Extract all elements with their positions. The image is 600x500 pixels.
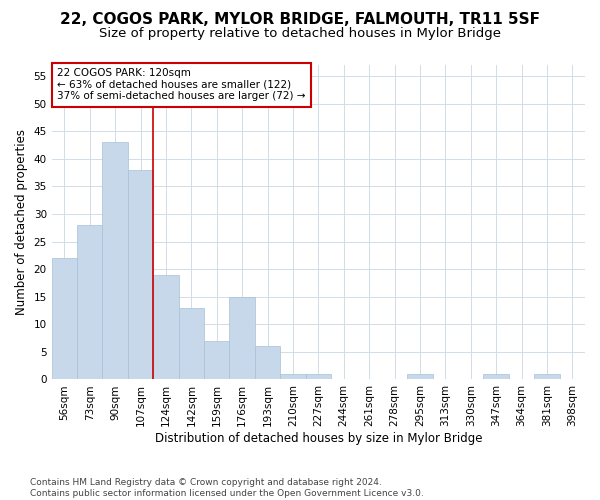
X-axis label: Distribution of detached houses by size in Mylor Bridge: Distribution of detached houses by size …: [155, 432, 482, 445]
Bar: [153, 274, 179, 380]
Bar: [305, 374, 331, 380]
Bar: [103, 142, 128, 380]
Bar: [255, 346, 280, 380]
Bar: [52, 258, 77, 380]
Text: Size of property relative to detached houses in Mylor Bridge: Size of property relative to detached ho…: [99, 28, 501, 40]
Bar: [280, 374, 305, 380]
Text: Contains HM Land Registry data © Crown copyright and database right 2024.
Contai: Contains HM Land Registry data © Crown c…: [30, 478, 424, 498]
Bar: [534, 374, 560, 380]
Text: 22 COGOS PARK: 120sqm
← 63% of detached houses are smaller (122)
37% of semi-det: 22 COGOS PARK: 120sqm ← 63% of detached …: [57, 68, 305, 102]
Y-axis label: Number of detached properties: Number of detached properties: [15, 129, 28, 315]
Bar: [484, 374, 509, 380]
Bar: [407, 374, 433, 380]
Bar: [77, 225, 103, 380]
Bar: [229, 296, 255, 380]
Text: 22, COGOS PARK, MYLOR BRIDGE, FALMOUTH, TR11 5SF: 22, COGOS PARK, MYLOR BRIDGE, FALMOUTH, …: [60, 12, 540, 28]
Bar: [179, 308, 204, 380]
Bar: [128, 170, 153, 380]
Bar: [204, 341, 229, 380]
